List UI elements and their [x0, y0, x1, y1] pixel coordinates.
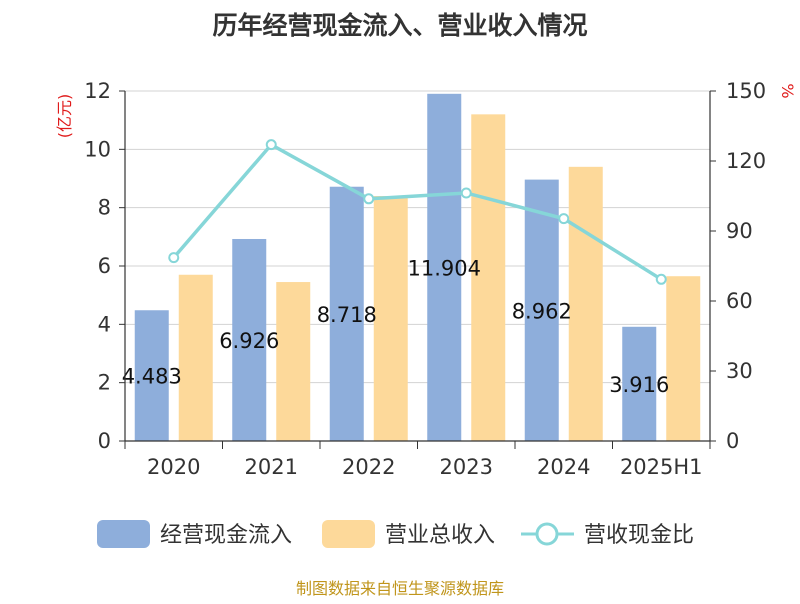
revenue-bar: [471, 114, 506, 441]
left-axis-tick-label: 0: [98, 429, 111, 453]
legend: 经营现金流入 营业总收入 营收现金比: [97, 520, 694, 548]
revenue-bar: [276, 282, 311, 441]
ratio-point: [265, 139, 277, 151]
cash-inflow-data-label: 8.718: [317, 303, 377, 327]
ratio-point: [460, 187, 472, 199]
revenue-bar: [666, 276, 701, 441]
x-axis-tick-label: 2020: [147, 455, 200, 479]
ratio-point: [363, 193, 375, 205]
left-axis-tick-label: 8: [98, 196, 111, 220]
x-axis-tick-label: 2025H1: [620, 455, 703, 479]
right-axis-tick-label: 150: [726, 79, 766, 103]
source-note: 制图数据来自恒生聚源数据库: [296, 579, 504, 598]
revenue-bar: [568, 166, 603, 442]
x-axis-tick-label: 2021: [245, 455, 298, 479]
left-axis-tick-label: 12: [84, 79, 111, 103]
right-axis-tick-label: 90: [726, 219, 753, 243]
legend-swatch-ratio-marker: [535, 522, 559, 546]
revenue-bar: [373, 196, 408, 441]
right-axis-tick-label: 60: [726, 289, 753, 313]
cash-inflow-bar: [622, 326, 657, 441]
x-axis-tick-label: 2023: [440, 455, 493, 479]
data-labels: 4.483 6.926 8.718 11.904 8.962 3.916: [122, 256, 670, 396]
legend-label-cash-inflow: 经营现金流入: [160, 523, 292, 548]
ratio-series-line: [172, 142, 663, 281]
right-axis-unit: %: [778, 83, 797, 98]
ratio-point: [655, 273, 667, 285]
cash-inflow-bar: [524, 179, 559, 441]
ratio-point: [558, 213, 570, 225]
cash-inflow-bar: [134, 310, 169, 441]
cash-inflow-bar: [427, 93, 462, 442]
bars: [134, 93, 701, 442]
left-axis-tick-label: 6: [98, 254, 111, 278]
right-axis-tick-label: 0: [726, 429, 739, 453]
right-axis-tick-label: 30: [726, 359, 753, 383]
x-axis-tick-label: 2024: [537, 455, 590, 479]
right-axis-tick-label: 120: [726, 149, 766, 173]
left-axis-tick-label: 4: [98, 312, 111, 336]
left-axis-tick-label: 10: [84, 137, 111, 161]
cash-inflow-data-label: 11.904: [408, 256, 481, 280]
legend-label-revenue: 营业总收入: [385, 523, 495, 548]
cash-inflow-bar: [329, 186, 364, 441]
legend-swatch-cash-inflow: [97, 520, 150, 548]
cash-inflow-bar: [232, 238, 267, 441]
revenue-bar: [178, 274, 213, 441]
grid-lines: [125, 90, 710, 384]
cash-inflow-data-label: 8.962: [512, 299, 572, 323]
ratio-line: [168, 139, 667, 285]
legend-swatch-revenue: [322, 520, 375, 548]
ratio-point: [168, 252, 180, 264]
cash-inflow-data-label: 3.916: [609, 373, 669, 397]
chart-title: 历年经营现金流入、营业收入情况: [212, 11, 587, 40]
legend-label-ratio: 营收现金比: [584, 523, 694, 548]
cash-inflow-data-label: 4.483: [122, 365, 182, 389]
left-axis-unit: (亿元): [55, 94, 74, 139]
left-axis-tick-label: 2: [98, 371, 111, 395]
x-axis-tick-label: 2022: [342, 455, 395, 479]
cash-inflow-data-label: 6.926: [219, 329, 279, 353]
